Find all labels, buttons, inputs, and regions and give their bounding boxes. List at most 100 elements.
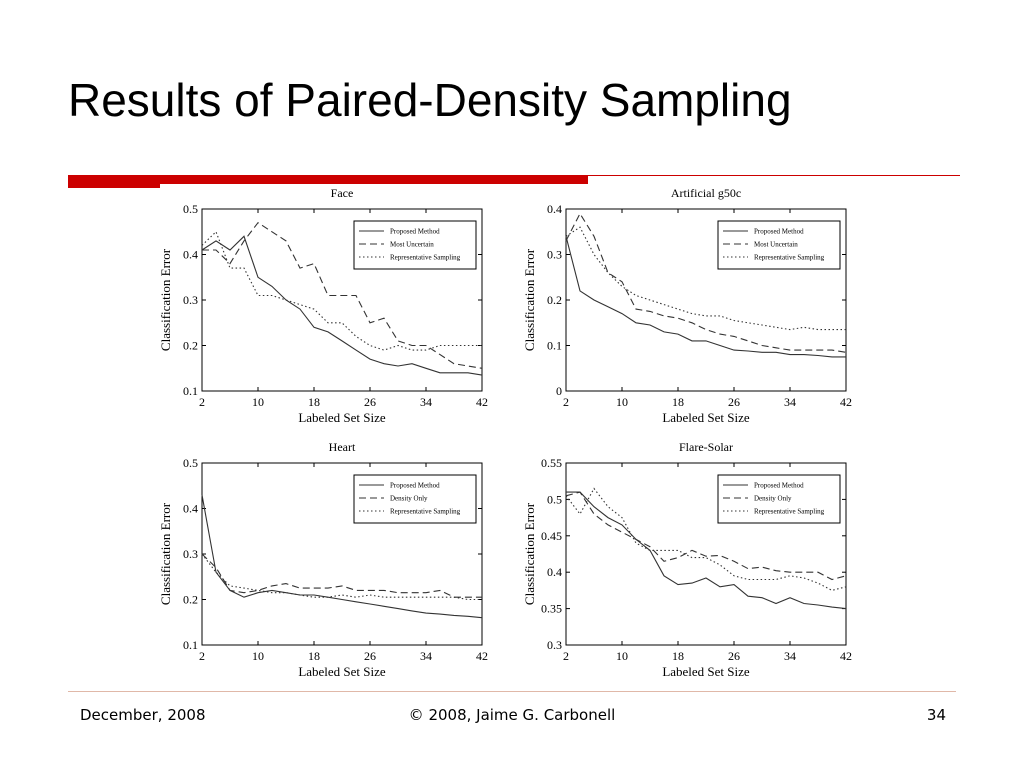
x-tick-label: 26 xyxy=(728,395,740,409)
series-line-solid xyxy=(201,494,483,619)
y-tick-label: 0.2 xyxy=(183,339,198,353)
x-tick-label: 42 xyxy=(840,395,852,409)
y-tick-label: 0.1 xyxy=(183,638,198,652)
footer-divider xyxy=(68,691,956,692)
x-tick-label: 26 xyxy=(728,649,740,663)
y-tick-label: 0.3 xyxy=(547,248,562,262)
y-tick-label: 0.3 xyxy=(183,547,198,561)
series-line-dashed xyxy=(201,553,482,598)
series-line-solid xyxy=(201,235,483,376)
slide-title: Results of Paired-Density Sampling xyxy=(68,74,792,126)
title-underline xyxy=(68,175,960,176)
x-tick-label: 34 xyxy=(420,395,432,409)
series-line-dashed xyxy=(202,221,483,369)
plot-frame xyxy=(201,208,483,392)
y-tick-label: 0.5 xyxy=(183,456,198,470)
legend: Proposed Method Density Only Representativ… xyxy=(717,474,841,524)
y-tick-label: 0.4 xyxy=(183,502,198,516)
series-line-solid xyxy=(566,491,847,610)
legend-label: Representative Sampling xyxy=(390,508,461,516)
series-line-dashed xyxy=(565,491,847,581)
y-tick-label: 0.2 xyxy=(183,593,198,607)
x-tick-label: 10 xyxy=(616,395,628,409)
legend-box xyxy=(717,474,841,524)
chart-4: Flare-Solar 2 10 18 26 34 42 0.3 0.35 0.4 0.45 0.5 0… xyxy=(522,440,852,679)
chart-title: Flare-Solar xyxy=(679,440,733,454)
legend: Proposed Method Most Uncertain Representat… xyxy=(717,220,841,270)
series-line-solid xyxy=(565,236,846,358)
x-tick-label: 18 xyxy=(672,649,684,663)
page-number: 34 xyxy=(926,706,946,724)
x-axis-label: Labeled Set Size xyxy=(662,410,750,425)
y-tick-label: 0.4 xyxy=(547,202,562,216)
x-tick-label: 26 xyxy=(364,395,376,409)
legend-label: Proposed Method xyxy=(390,228,440,236)
y-axis-label: Classification Error xyxy=(522,502,537,605)
y-tick-label: 0.3 xyxy=(183,293,198,307)
legend-label: Representative Sampling xyxy=(754,254,825,262)
chart-3: Heart 2 10 18 26 34 42 0.1 0.2 0.3 0.4 0.5 Labeled S… xyxy=(158,440,488,679)
chart-2: Artificial g50c 2 10 18 26 34 42 0 0.1 0.2 0.3 0.4 L… xyxy=(522,186,852,425)
x-tick-label: 42 xyxy=(476,649,488,663)
series-line-dotted xyxy=(201,230,482,351)
y-tick-label: 0.35 xyxy=(541,602,562,616)
title-accent-bar xyxy=(68,176,588,184)
plot-frame xyxy=(201,462,483,646)
x-tick-label: 18 xyxy=(308,649,320,663)
y-axis-label: Classification Error xyxy=(158,248,173,351)
legend-label: Representative Sampling xyxy=(390,254,461,262)
legend-label: Proposed Method xyxy=(390,482,440,490)
x-tick-label: 10 xyxy=(252,649,264,663)
x-tick-label: 10 xyxy=(616,649,628,663)
legend-label: Density Only xyxy=(390,495,428,503)
x-tick-label: 42 xyxy=(476,395,488,409)
legend-label: Most Uncertain xyxy=(390,241,434,249)
title-accent-bar-lower xyxy=(68,184,160,188)
y-axis-label: Classification Error xyxy=(522,248,537,351)
x-axis-label: Labeled Set Size xyxy=(662,664,750,679)
y-tick-label: 0.4 xyxy=(183,248,198,262)
chart-title: Face xyxy=(331,186,354,200)
legend: Proposed Method Most Uncertain Representat… xyxy=(353,220,477,270)
x-tick-label: 34 xyxy=(784,395,796,409)
y-tick-label: 0.3 xyxy=(547,638,562,652)
footer-copyright: © 2008, Jaime G. Carbonell xyxy=(408,706,616,724)
x-tick-label: 2 xyxy=(563,649,569,663)
y-tick-label: 0.1 xyxy=(547,339,562,353)
series-line-dotted xyxy=(565,487,847,591)
x-tick-label: 2 xyxy=(563,395,569,409)
x-axis-label: Labeled Set Size xyxy=(298,664,386,679)
series-line-dashed xyxy=(565,212,847,353)
y-tick-label: 0.1 xyxy=(183,384,198,398)
x-tick-label: 2 xyxy=(199,649,205,663)
y-tick-label: 0.4 xyxy=(547,565,562,579)
legend-label: Density Only xyxy=(754,495,792,503)
x-tick-label: 18 xyxy=(308,395,320,409)
y-tick-label: 0.45 xyxy=(541,529,562,543)
plot-frame xyxy=(565,462,847,646)
y-tick-label: 0.5 xyxy=(547,492,562,506)
chart-title: Artificial g50c xyxy=(671,186,741,200)
x-tick-label: 26 xyxy=(364,649,376,663)
legend-label: Representative Sampling xyxy=(754,508,825,516)
legend-box xyxy=(353,474,477,524)
legend-label: Proposed Method xyxy=(754,228,804,236)
x-tick-label: 34 xyxy=(784,649,796,663)
chart-title: Heart xyxy=(329,440,356,454)
x-tick-label: 42 xyxy=(840,649,852,663)
series-line-dotted xyxy=(565,226,846,331)
x-tick-label: 34 xyxy=(420,649,432,663)
x-axis-label: Labeled Set Size xyxy=(298,410,386,425)
x-tick-label: 2 xyxy=(199,395,205,409)
footer-date: December, 2008 xyxy=(80,706,206,724)
y-tick-label: 0.2 xyxy=(547,293,562,307)
legend-box xyxy=(353,220,477,270)
y-tick-label: 0 xyxy=(556,384,562,398)
y-axis-label: Classification Error xyxy=(158,502,173,605)
x-tick-label: 18 xyxy=(672,395,684,409)
legend-label: Most Uncertain xyxy=(754,241,798,249)
legend-box xyxy=(717,220,841,270)
y-tick-label: 0.5 xyxy=(183,202,198,216)
x-tick-label: 10 xyxy=(252,395,264,409)
plot-frame xyxy=(565,208,847,392)
